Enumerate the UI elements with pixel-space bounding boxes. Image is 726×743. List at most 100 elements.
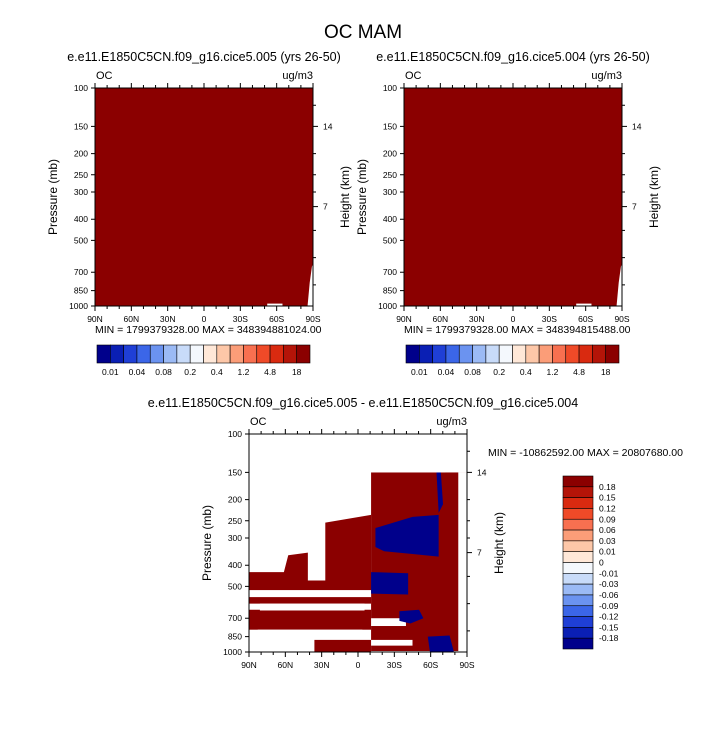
colorbar-label: 4.8: [573, 367, 585, 377]
chart-units-label: ug/m3: [436, 416, 467, 428]
colorbar-label: 0.4: [520, 367, 532, 377]
colorbar-label: 0.01: [599, 547, 616, 557]
colorbar-swatch: [472, 344, 487, 364]
colorbar-swatch: [562, 583, 594, 596]
chart-title: e.e11.E1850C5CN.f09_g16.cice5.005 (yrs 2…: [67, 50, 341, 64]
chart-stats: MIN = 1799379328.00 MAX = 348394815488.0…: [404, 324, 631, 336]
colorbar-label: 0.08: [155, 367, 172, 377]
y-tick-label: 850: [74, 286, 88, 296]
y-axis-title: Pressure (mb): [355, 159, 369, 235]
y-tick-label: 1000: [69, 301, 88, 311]
colorbar-swatch: [592, 344, 606, 364]
colorbar-swatch: [562, 562, 594, 574]
colorbar-label: 0.18: [599, 482, 616, 492]
colorbar-swatch: [512, 344, 527, 364]
y2-axis-title: Height (km): [338, 166, 352, 228]
y-tick-label: 300: [228, 533, 242, 543]
colorbar-swatch: [605, 344, 620, 364]
chart-title: e.e11.E1850C5CN.f09_g16.cice5.005 - e.e1…: [148, 396, 578, 410]
diff-negative-region: [375, 514, 439, 557]
colorbar-swatch: [552, 344, 567, 364]
diff-negative-region: [436, 472, 444, 513]
colorbar-label: 1.2: [238, 367, 250, 377]
colorbar-horizontal-1: 0.01 0.04 0.08 0.2 0.4 1.2 4.8 18: [96, 344, 311, 377]
diff-zero-band: [249, 590, 372, 598]
colorbar-swatch: [562, 637, 594, 650]
x-tick-label: 30S: [233, 314, 248, 324]
colorbar-label: 1.2: [547, 367, 559, 377]
colorbar-label: 0.08: [464, 367, 481, 377]
colorbar-label: 0: [599, 558, 604, 568]
y-tick-label: 150: [383, 121, 397, 131]
x-tick-label: 90S: [305, 314, 320, 324]
diff-zero-band: [458, 472, 467, 652]
diff-zero-band: [259, 603, 365, 611]
chart-stats: MIN = 1799379328.00 MAX = 348394881024.0…: [95, 324, 322, 336]
colorbar-swatch: [562, 627, 594, 639]
figure-title: OC MAM: [324, 22, 402, 43]
y2-axis-title: Height (km): [647, 166, 661, 228]
y-tick-label: 700: [383, 267, 397, 277]
x-tick-label: 90N: [87, 314, 103, 324]
colorbar-swatch: [149, 344, 164, 364]
surface-gap: [576, 303, 592, 306]
colorbar-swatch: [405, 344, 420, 364]
x-tick-label: 60N: [433, 314, 449, 324]
y2-tick-label: 7: [323, 202, 328, 212]
y-tick-label: 100: [383, 83, 397, 93]
surface-gap: [267, 303, 283, 306]
chart-panel-2: e.e11.E1850C5CN.f09_g16.cice5.004 (yrs 2…: [355, 50, 661, 336]
colorbar-swatch: [269, 344, 284, 364]
x-tick-label: 30N: [469, 314, 485, 324]
diff-zero-band: [371, 618, 406, 627]
colorbar-swatch: [163, 344, 178, 364]
colorbar-label: -0.18: [599, 633, 619, 643]
colorbar-swatch: [565, 344, 580, 364]
colorbar-swatch: [562, 540, 594, 552]
colorbar-label: 18: [601, 367, 611, 377]
charts: e.e11.E1850C5CN.f09_g16.cice5.005 (yrs 2…: [46, 50, 683, 670]
x-tick-label: 0: [202, 314, 207, 324]
colorbar-swatch: [562, 605, 594, 617]
colorbar-label: -0.12: [599, 612, 619, 622]
colorbar-swatch: [458, 344, 473, 364]
colorbar-label: -0.01: [599, 568, 619, 578]
y-tick-label: 700: [228, 613, 242, 623]
y-tick-label: 250: [383, 170, 397, 180]
y-tick-label: 700: [74, 267, 88, 277]
colorbar-label: 0.01: [411, 367, 428, 377]
x-tick-label: 60N: [124, 314, 140, 324]
colorbar-swatch: [562, 529, 594, 542]
x-tick-label: 0: [511, 314, 516, 324]
colorbar-label: -0.03: [599, 579, 619, 589]
colorbar-swatch: [562, 594, 594, 607]
colorbar-label: 4.8: [264, 367, 276, 377]
diff-zero-band: [257, 629, 363, 636]
diff-negative-region: [427, 635, 454, 652]
y-tick-label: 200: [228, 495, 242, 505]
colorbar-swatch: [229, 344, 244, 364]
x-tick-label: 30N: [160, 314, 176, 324]
colorbar-swatch: [485, 344, 500, 364]
colorbar-label: 18: [292, 367, 302, 377]
y-tick-label: 400: [383, 214, 397, 224]
colorbar-swatch: [176, 344, 191, 364]
colorbar-label: -0.06: [599, 590, 619, 600]
y-axis-title: Pressure (mb): [46, 159, 60, 235]
chart-units-label: ug/m3: [282, 70, 313, 82]
x-tick-label: 60S: [423, 660, 438, 670]
x-tick-label: 30N: [314, 660, 330, 670]
y2-tick-label: 14: [632, 121, 642, 131]
y-axis-title: Pressure (mb): [200, 505, 214, 581]
y-tick-label: 200: [74, 149, 88, 159]
y-tick-label: 200: [383, 149, 397, 159]
colorbar-swatch: [216, 344, 231, 364]
chart-panel-1: e.e11.E1850C5CN.f09_g16.cice5.005 (yrs 2…: [46, 50, 352, 336]
colorbar-label: 0.06: [599, 525, 616, 535]
y2-tick-label: 7: [632, 202, 637, 212]
y-tick-label: 850: [383, 286, 397, 296]
colorbar-swatch: [562, 497, 594, 509]
colorbar-swatch: [445, 344, 460, 364]
diff-negative-region: [399, 609, 424, 624]
y2-tick-label: 14: [323, 121, 333, 131]
